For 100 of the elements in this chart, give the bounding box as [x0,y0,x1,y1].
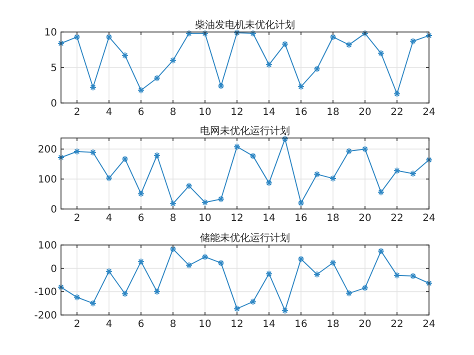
x-tick-label: 18 [326,213,340,224]
point [218,259,224,266]
x-tick-label: 24 [422,319,436,330]
point [106,174,112,182]
y-tick-label: 100 [38,240,57,252]
x-tick-label: 6 [138,107,144,118]
point [362,30,368,37]
point [106,33,112,40]
x-tick-label: 4 [106,107,112,118]
x-tick-label: 20 [358,107,372,118]
x-tick-label: 18 [326,319,340,330]
point [186,30,192,37]
point [314,65,320,72]
point [122,155,128,162]
point [170,200,176,208]
point [90,148,96,156]
x-tick-label: 16 [294,107,308,118]
x-tick-label: 22 [390,213,404,224]
y-tick-label: 100 [38,174,57,186]
x-tick-label: 12 [230,107,244,118]
point [394,272,400,279]
point [346,41,352,48]
x-tick-label: 14 [262,213,276,224]
point [202,253,208,260]
point [250,152,256,160]
point [74,294,80,301]
x-tick-label: 12 [230,319,244,330]
y-tick-label: 0 [50,204,57,216]
chart-title: 储能未优化运行计划 [200,232,290,244]
point [346,290,352,297]
point [282,40,288,48]
x-tick-label: 18 [326,107,340,118]
point [394,90,400,98]
point [138,190,144,198]
point [218,82,224,90]
x-tick-label: 14 [262,107,276,118]
point [330,33,336,40]
point [170,56,176,64]
x-tick-label: 24 [422,213,436,224]
x-tick-label: 10 [198,107,212,118]
point [74,33,80,40]
chart-title: 电网未优化运行计划 [200,125,290,137]
point [410,38,416,45]
point [186,262,192,269]
point [330,259,336,266]
point [202,198,208,206]
point [378,188,384,196]
point [90,300,96,307]
point [218,196,224,203]
x-tick-label: 10 [198,319,212,330]
x-tick-label: 16 [294,319,308,330]
x-tick-label: 22 [390,319,404,330]
point [282,307,288,314]
point [362,284,368,292]
y-tick-label: -200 [34,310,57,322]
x-tick-label: 2 [74,319,80,330]
point [298,256,304,262]
x-tick-label: 10 [198,213,212,224]
x-tick-label: 12 [230,213,244,224]
point [202,30,208,37]
x-tick-label: 4 [106,319,112,330]
x-tick-label: 2 [74,107,80,118]
point [234,143,240,150]
point [122,290,128,298]
y-tick-label: 0 [50,98,57,110]
point [314,270,320,278]
point [154,152,160,159]
point [138,258,144,266]
point [410,170,416,178]
point [154,288,160,296]
x-tick-label: 14 [262,319,276,330]
x-tick-label: 6 [138,213,144,224]
x-tick-label: 8 [170,213,176,224]
point [346,148,352,155]
point [234,305,240,312]
point [122,52,128,59]
point [138,86,144,94]
x-tick-label: 16 [294,213,308,224]
y-tick-label: -100 [34,287,57,298]
point [154,74,160,82]
point [298,83,304,90]
point [74,148,80,155]
point [250,30,256,37]
point [266,61,272,68]
x-tick-label: 24 [422,107,436,118]
point [282,135,288,142]
point [378,248,384,255]
y-tick-label: 0 [50,264,57,275]
point [170,245,176,252]
x-tick-label: 6 [138,319,144,330]
x-tick-label: 8 [170,107,176,118]
x-tick-label: 4 [106,213,112,224]
point [378,50,384,57]
point [362,146,368,153]
point [394,167,400,174]
point [250,298,256,306]
point [314,170,320,178]
chart-title: 柴油发电机未优化计划 [195,19,295,31]
y-tick-label: 10 [44,28,57,38]
x-tick-label: 2 [74,213,80,224]
